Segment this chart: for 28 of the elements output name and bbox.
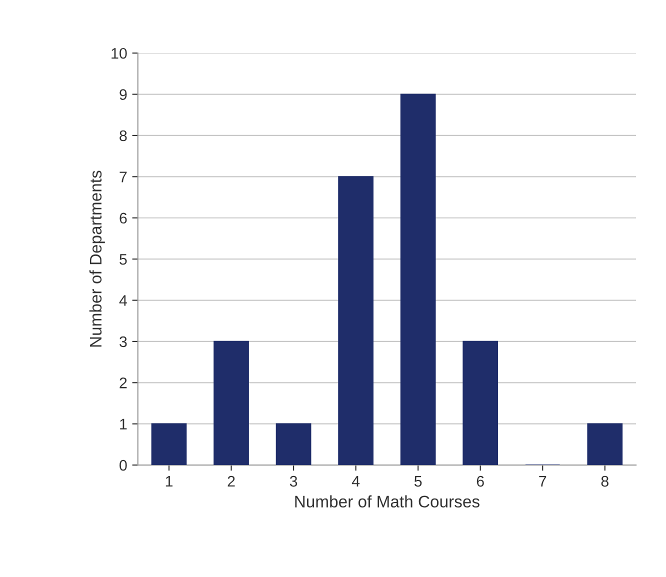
bar (462, 340, 498, 466)
y-tick-label: 10 (112, 48, 127, 59)
bar (276, 423, 312, 466)
y-tick-label: 1 (120, 418, 127, 430)
y-tick-label: 5 (120, 254, 127, 265)
x-tick-label: 2 (228, 476, 235, 487)
x-tick-label: 4 (352, 476, 360, 487)
y-tick-label: 4 (119, 295, 127, 306)
x-tick-label: 8 (601, 476, 608, 487)
y-tick-label: 8 (120, 130, 127, 142)
y-axis-title: Number of Departments (89, 170, 105, 347)
bar (400, 94, 436, 466)
bar (214, 340, 249, 466)
x-tick-label: 7 (539, 476, 546, 487)
x-tick-label: 1 (166, 476, 172, 487)
y-tick-label: 2 (120, 378, 127, 388)
x-tick-label: 6 (476, 476, 484, 487)
y-tick-label: 0 (120, 460, 127, 471)
y-tick-label: 7 (120, 172, 127, 182)
x-axis-title: Number of Math Courses (295, 495, 480, 508)
bar (587, 423, 623, 466)
bar (338, 176, 374, 466)
y-tick-label: 9 (120, 89, 127, 100)
y-tick-label: 6 (120, 212, 127, 224)
y-tick-label: 3 (120, 336, 127, 348)
x-tick-label: 5 (414, 476, 422, 487)
x-tick-label: 3 (290, 476, 298, 487)
bar (151, 423, 187, 466)
